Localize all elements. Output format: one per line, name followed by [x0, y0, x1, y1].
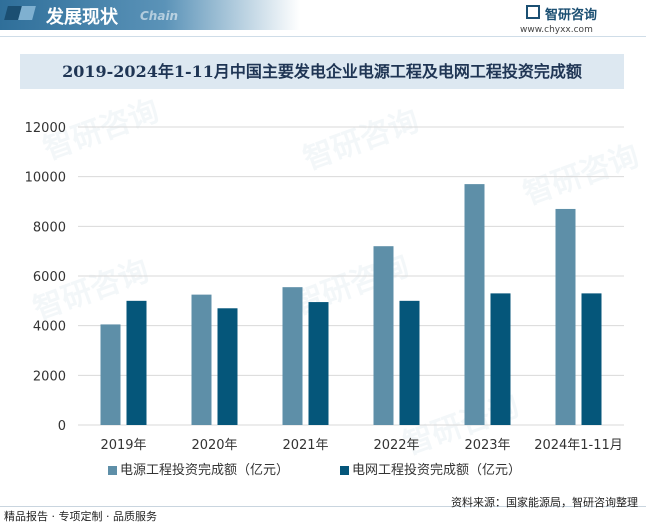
header-band [0, 0, 300, 30]
legend-label-series2: 电网工程投资完成额（亿元） [352, 463, 522, 478]
chart-title: 2019-2024年1-11月中国主要发电企业电源工程及电网工程投资完成额 [62, 62, 582, 81]
footer-tagline: 精品报告 · 专项定制 · 品质服务 [4, 510, 157, 523]
bar-series2 [581, 293, 602, 425]
bar-series2 [399, 300, 420, 425]
legend-item-series1: 电源工程投资完成额（亿元） [108, 459, 289, 478]
y-tick-label: 6000 [33, 270, 66, 285]
footer-divider [0, 506, 646, 507]
header-divider [0, 36, 646, 37]
bar-series1 [373, 246, 394, 425]
bar-series2 [308, 302, 329, 425]
bar-series2 [126, 300, 147, 425]
x-tick-label: 2023年 [464, 438, 510, 453]
section-subtitle: Chain [140, 9, 179, 23]
bar-series1 [282, 287, 303, 425]
bar-series1 [555, 208, 576, 425]
bar-series1 [191, 294, 212, 425]
y-tick-label: 10000 [25, 171, 66, 186]
bar-series1 [100, 324, 121, 425]
x-tick-label: 2020年 [191, 438, 237, 453]
brand-name: 智研咨询 [545, 8, 598, 23]
x-tick-label: 2024年1-11月 [534, 438, 623, 453]
y-tick-label: 0 [58, 419, 66, 434]
y-tick-label: 12000 [25, 121, 66, 136]
y-tick-label: 4000 [33, 320, 66, 335]
chart-title-box: 2019-2024年1-11月中国主要发电企业电源工程及电网工程投资完成额 [20, 54, 624, 89]
brand-logo: 智研咨询 www.chyxx.com [518, 3, 638, 39]
header: 发展现状 Chain 智研咨询 www.chyxx.com [0, 0, 646, 37]
bar-series2 [217, 308, 238, 425]
source-note: 资料来源：国家能源局，智研咨询整理 [451, 496, 638, 509]
bar-series1 [464, 184, 485, 425]
brand-logo-icon [526, 5, 540, 19]
bar-series2 [490, 293, 511, 425]
legend-swatch-series2 [340, 466, 349, 475]
x-tick-label: 2021年 [282, 438, 328, 453]
legend-swatch-series1 [108, 466, 117, 475]
section-title: 发展现状 [46, 7, 118, 28]
brand-url: www.chyxx.com [520, 25, 593, 35]
x-tick-label: 2022年 [373, 438, 419, 453]
y-tick-label: 8000 [33, 220, 66, 235]
y-tick-label: 2000 [33, 369, 66, 384]
legend-item-series2: 电网工程投资完成额（亿元） [340, 459, 521, 478]
legend-label-series1: 电源工程投资完成额（亿元） [120, 463, 290, 478]
bar-chart: 0 2000 4000 6000 8000 10000 12000 2019年 2020年 202… [25, 121, 624, 453]
x-tick-label: 2019年 [100, 438, 146, 453]
